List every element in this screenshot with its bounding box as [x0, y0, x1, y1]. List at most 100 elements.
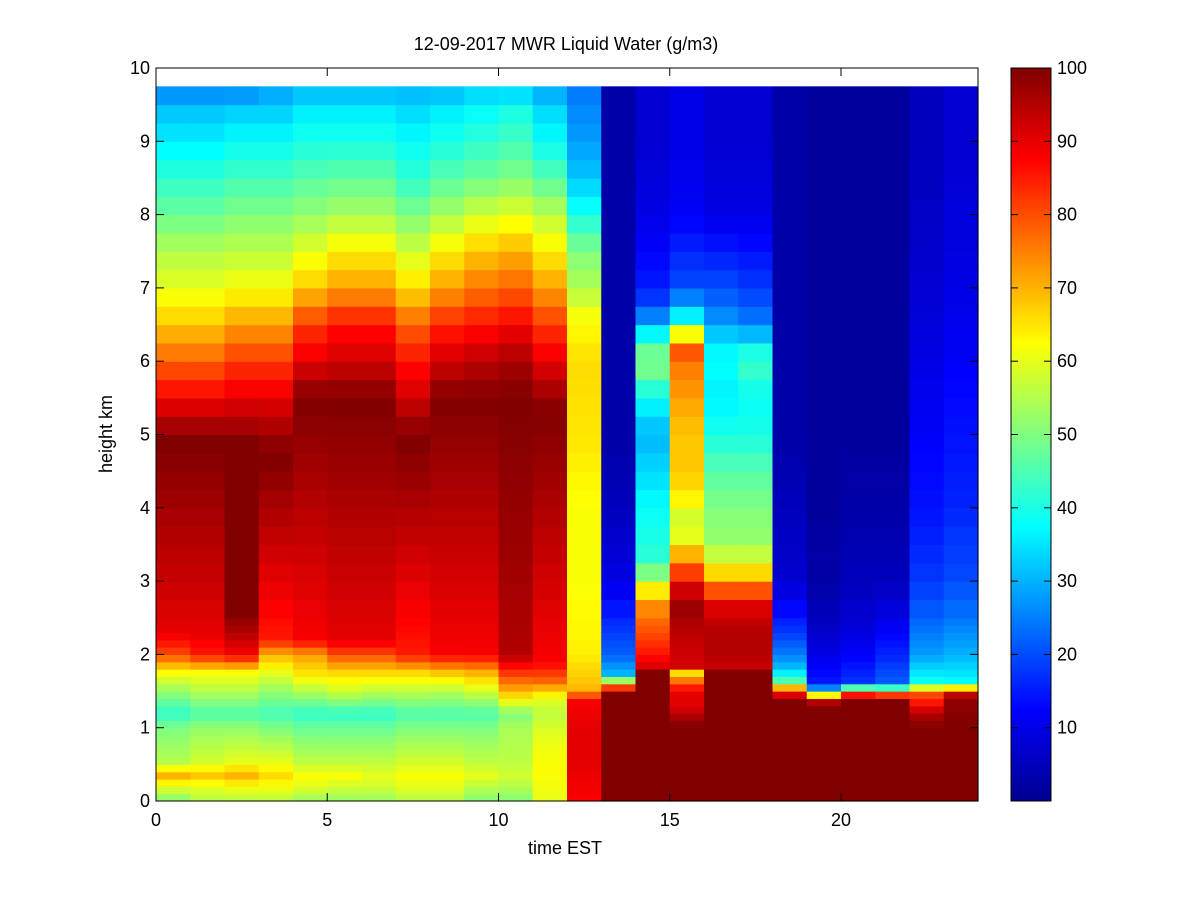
heatmap-cell — [943, 691, 979, 699]
heatmap-cell — [841, 625, 876, 634]
heatmap-cell — [875, 141, 911, 161]
heatmap-cell — [224, 661, 260, 670]
heatmap-cell — [293, 397, 328, 417]
heatmap-cell — [909, 654, 945, 663]
heatmap-cell — [395, 625, 431, 634]
heatmap-cell — [498, 452, 534, 472]
heatmap-cell — [704, 676, 739, 685]
heatmap-cell — [704, 720, 739, 729]
heatmap-cell — [464, 544, 500, 564]
heatmap-cell — [258, 705, 294, 714]
heatmap-cell — [772, 452, 808, 472]
heatmap-cell — [327, 141, 363, 161]
heatmap-cell — [327, 749, 363, 758]
colorbar-tick-label: 100 — [1057, 58, 1087, 78]
heatmap-cell — [293, 86, 328, 106]
heatmap-cell — [224, 632, 260, 641]
heatmap-cell — [327, 661, 363, 670]
heatmap-cell — [772, 779, 808, 787]
heatmap-cell — [943, 397, 979, 417]
heatmap-cell — [635, 727, 671, 736]
heatmap-cell — [532, 232, 568, 252]
heatmap-cell — [635, 779, 671, 787]
heatmap-cell — [258, 669, 294, 677]
heatmap-cell — [498, 544, 534, 564]
heatmap-cell — [841, 720, 876, 729]
heatmap-cell — [327, 86, 363, 106]
heatmap-cell — [258, 661, 294, 670]
heatmap-cell — [395, 416, 431, 436]
heatmap-cell — [772, 764, 808, 773]
heatmap-cell — [190, 698, 226, 707]
heatmap-cell — [293, 661, 328, 670]
heatmap-cell — [532, 632, 568, 641]
heatmap-cell — [669, 617, 705, 626]
heatmap-cell — [430, 342, 465, 362]
heatmap-cell — [841, 639, 876, 648]
heatmap-cell — [601, 581, 637, 601]
heatmap-cell — [567, 434, 602, 454]
heatmap-cell — [327, 214, 363, 234]
heatmap-cells — [156, 86, 979, 802]
heatmap-cell — [669, 397, 705, 417]
heatmap-cell — [875, 416, 911, 436]
heatmap-cell — [635, 698, 671, 707]
heatmap-cell — [704, 771, 739, 780]
heatmap-cell — [635, 361, 671, 381]
heatmap-cell — [738, 669, 774, 677]
heatmap-cell — [806, 452, 842, 472]
heatmap-cell — [875, 287, 911, 307]
heatmap-cell — [943, 452, 979, 472]
heatmap-cell — [669, 757, 705, 765]
heatmap-cell — [361, 757, 397, 765]
heatmap-cell — [875, 269, 911, 289]
heatmap-cell — [464, 361, 500, 381]
heatmap-cell — [293, 196, 328, 216]
heatmap-cell — [909, 720, 945, 729]
heatmap-cell — [498, 625, 534, 634]
heatmap-cell — [156, 251, 191, 271]
heatmap-cell — [293, 581, 328, 601]
heatmap-cell — [498, 361, 534, 381]
heatmap-cell — [190, 683, 226, 692]
heatmap-cell — [738, 617, 774, 626]
heatmap-cell — [943, 122, 979, 142]
heatmap-cell — [669, 361, 705, 381]
heatmap-cell — [395, 742, 431, 751]
heatmap-cell — [738, 159, 774, 179]
heatmap-cell — [293, 507, 328, 527]
heatmap-cell — [943, 786, 979, 795]
heatmap-cell — [293, 562, 328, 582]
heatmap-cell — [704, 251, 739, 271]
heatmap-cell — [704, 141, 739, 161]
heatmap-cell — [738, 141, 774, 161]
heatmap-cell — [943, 342, 979, 362]
heatmap-cell — [258, 720, 294, 729]
heatmap-cell — [361, 379, 397, 399]
heatmap-cell — [806, 779, 842, 787]
heatmap-cell — [258, 625, 294, 634]
heatmap-cell — [464, 632, 500, 641]
heatmap-cell — [635, 489, 671, 509]
heatmap-cell — [258, 757, 294, 765]
heatmap-cell — [738, 471, 774, 491]
heatmap-cell — [943, 617, 979, 626]
heatmap-cell — [464, 104, 500, 124]
heatmap-cell — [875, 786, 911, 795]
heatmap-cell — [635, 434, 671, 454]
heatmap-cell — [806, 507, 842, 527]
heatmap-cell — [875, 489, 911, 509]
heatmap-cell — [841, 434, 876, 454]
heatmap-cell — [156, 562, 191, 582]
y-tick-label: 4 — [140, 498, 150, 518]
heatmap-cell — [224, 324, 260, 344]
colorbar-tick-label: 60 — [1057, 351, 1077, 371]
heatmap-cell — [704, 104, 739, 124]
heatmap-cell — [567, 764, 602, 773]
heatmap-cell — [909, 632, 945, 641]
heatmap-cell — [430, 507, 465, 527]
heatmap-cell — [635, 786, 671, 795]
heatmap-cell — [601, 691, 637, 699]
heatmap-cell — [430, 691, 465, 699]
heatmap-cell — [567, 599, 602, 619]
